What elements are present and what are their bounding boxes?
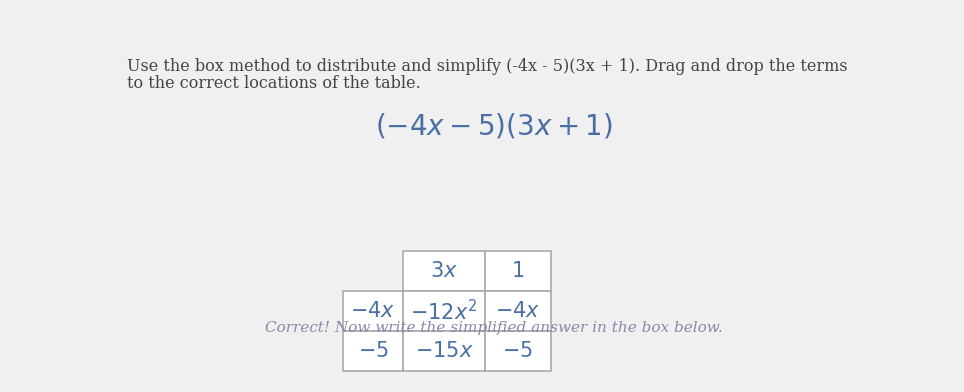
Text: $-5$: $-5$ xyxy=(502,341,533,361)
Text: Correct! Now write the simplified answer in the box below.: Correct! Now write the simplified answer… xyxy=(265,321,723,335)
Text: $-12x^2$: $-12x^2$ xyxy=(411,299,478,324)
Bar xyxy=(403,291,485,331)
Text: to the correct locations of the table.: to the correct locations of the table. xyxy=(126,75,420,92)
Text: $(-4x-5)(3x+1)$: $(-4x-5)(3x+1)$ xyxy=(375,112,613,141)
Bar xyxy=(485,291,550,331)
Text: $-15x$: $-15x$ xyxy=(415,341,473,361)
Bar xyxy=(403,251,485,291)
Text: Use the box method to distribute and simplify (-4x - 5)(3x + 1). Drag and drop t: Use the box method to distribute and sim… xyxy=(126,58,847,75)
Bar xyxy=(403,331,485,371)
Bar xyxy=(485,251,550,291)
Text: $-4x$: $-4x$ xyxy=(351,301,396,321)
Bar xyxy=(343,291,403,331)
Text: $1$: $1$ xyxy=(511,261,524,281)
Bar xyxy=(485,331,550,371)
Bar xyxy=(343,331,403,371)
Text: $-4x$: $-4x$ xyxy=(495,301,541,321)
Text: $3x$: $3x$ xyxy=(430,261,458,281)
Text: $-5$: $-5$ xyxy=(358,341,388,361)
